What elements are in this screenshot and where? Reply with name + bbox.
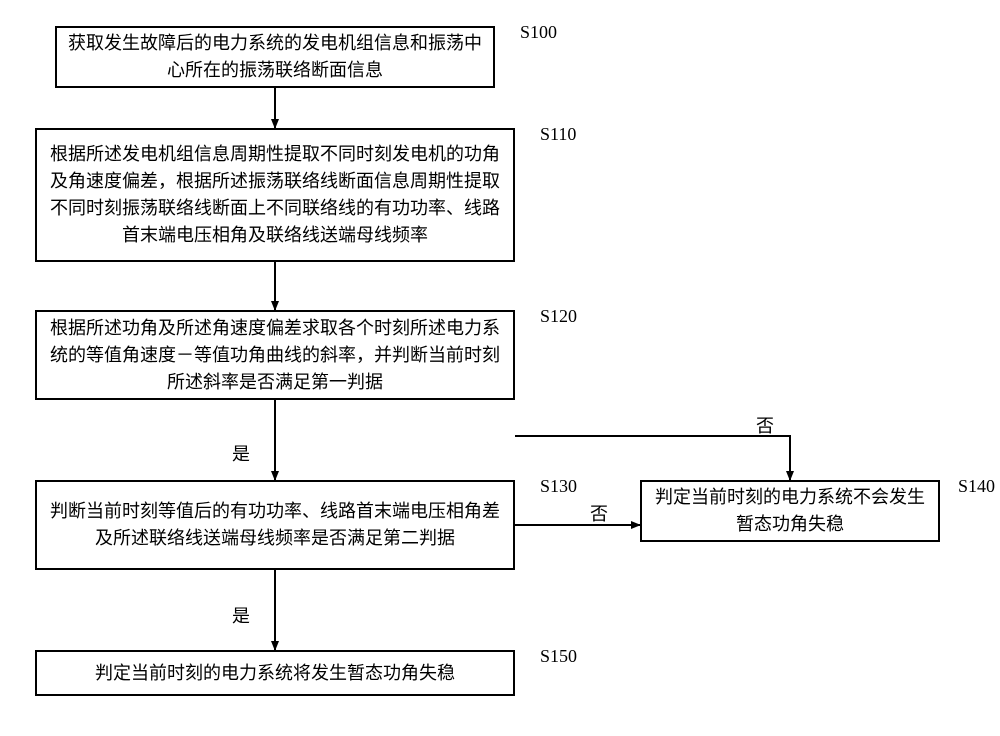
- edge-label-s120-s130: 是: [232, 440, 250, 466]
- edge-label-s130-s150: 是: [232, 602, 250, 628]
- label-s130: S130: [540, 476, 577, 497]
- node-s140: 判定当前时刻的电力系统不会发生暂态功角失稳: [640, 480, 940, 542]
- node-s150: 判定当前时刻的电力系统将发生暂态功角失稳: [35, 650, 515, 696]
- label-s120: S120: [540, 306, 577, 327]
- node-s100: 获取发生故障后的电力系统的发电机组信息和振荡中心所在的振荡联络断面信息: [55, 26, 495, 88]
- node-s110-text: 根据所述发电机组信息周期性提取不同时刻发电机的功角及角速度偏差，根据所述振荡联络…: [47, 141, 503, 249]
- label-s100: S100: [520, 22, 557, 43]
- node-s100-text: 获取发生故障后的电力系统的发电机组信息和振荡中心所在的振荡联络断面信息: [67, 30, 483, 84]
- node-s140-text: 判定当前时刻的电力系统不会发生暂态功角失稳: [652, 484, 928, 538]
- node-s120: 根据所述功角及所述角速度偏差求取各个时刻所述电力系统的等值角速度－等值功角曲线的…: [35, 310, 515, 400]
- node-s130-text: 判断当前时刻等值后的有功功率、线路首末端电压相角差及所述联络线送端母线频率是否满…: [47, 498, 503, 552]
- node-s130: 判断当前时刻等值后的有功功率、线路首末端电压相角差及所述联络线送端母线频率是否满…: [35, 480, 515, 570]
- label-s150: S150: [540, 646, 577, 667]
- node-s110: 根据所述发电机组信息周期性提取不同时刻发电机的功角及角速度偏差，根据所述振荡联络…: [35, 128, 515, 262]
- node-s150-text: 判定当前时刻的电力系统将发生暂态功角失稳: [95, 660, 455, 687]
- label-s110: S110: [540, 124, 576, 145]
- edge-label-s130-s140: 否: [590, 500, 608, 526]
- label-s140: S140: [958, 476, 995, 497]
- node-s120-text: 根据所述功角及所述角速度偏差求取各个时刻所述电力系统的等值角速度－等值功角曲线的…: [47, 315, 503, 396]
- flowchart-canvas: 获取发生故障后的电力系统的发电机组信息和振荡中心所在的振荡联络断面信息 S100…: [0, 0, 1000, 736]
- edge-label-s120-s140: 否: [756, 412, 774, 438]
